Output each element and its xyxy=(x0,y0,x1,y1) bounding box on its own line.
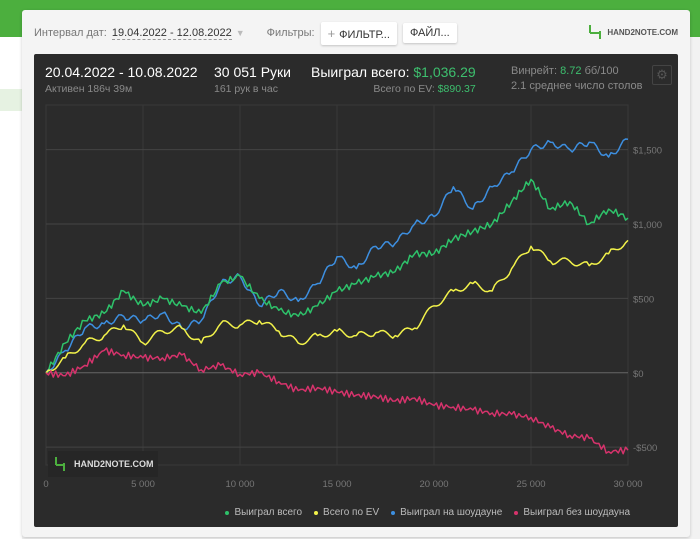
date-interval-label: Интервал дат: xyxy=(34,27,107,39)
winrate-unit: бб/100 xyxy=(584,65,619,77)
add-filter-button[interactable]: + ФИЛЬТР... xyxy=(320,21,397,45)
x-tick-label: 15 000 xyxy=(322,479,351,490)
hands-value: 30 051 Руки xyxy=(214,64,291,80)
watermark-logo: HAND2NOTE.COM xyxy=(48,451,158,477)
winrate-label: Винрейт: xyxy=(511,65,558,77)
legend-label: Всего по EV xyxy=(323,507,380,518)
x-tick-label: 20 000 xyxy=(419,479,448,490)
legend-item-showdown[interactable]: Выиграл на шоудауне xyxy=(391,507,502,518)
watermark-text: HAND2NOTE.COM xyxy=(74,459,154,469)
legend-label: Выиграл на шоудауне xyxy=(400,507,503,518)
period-value: 20.04.2022 - 10.08.2022 xyxy=(45,64,198,80)
hand2note-logo-icon xyxy=(589,25,602,39)
y-tick-label: $1,000 xyxy=(633,220,662,231)
hands-stat: 30 051 Руки 161 рук в час xyxy=(214,64,291,95)
legend-label: Выиграл всего xyxy=(234,507,303,518)
y-tick-label: $0 xyxy=(633,369,644,380)
chart-legend: Выиграл всего Всего по EV Выиграл на шоу… xyxy=(213,507,630,518)
legend-dot xyxy=(391,510,396,515)
brand-logo-text: HAND2NOTE.COM xyxy=(607,27,678,37)
settings-gear-icon[interactable]: ⚙ xyxy=(652,65,672,85)
brand-logo[interactable]: HAND2NOTE.COM xyxy=(588,24,678,40)
period-stat: 20.04.2022 - 10.08.2022 Активен 186ч 39м xyxy=(45,64,198,95)
avg-tables: 2.1 среднее число столов xyxy=(511,80,643,92)
graph-panel: 20.04.2022 - 10.08.2022 Активен 186ч 39м… xyxy=(34,54,678,527)
ev-value: $890.37 xyxy=(437,83,476,95)
file-button[interactable]: ФАЙЛ... xyxy=(402,23,457,43)
won-label: Выиграл всего: xyxy=(311,64,410,80)
x-tick-label: 10 000 xyxy=(225,479,254,490)
ev-label: Всего по EV: xyxy=(373,83,435,95)
add-filter-label: ФИЛЬТР... xyxy=(339,28,390,41)
side-background xyxy=(0,37,22,539)
toolbar: Интервал дат: 19.04.2022 - 12.08.2022 ▼ … xyxy=(34,21,678,45)
won-stat: Выиграл всего: $1,036.29 Всего по EV: $8… xyxy=(311,64,476,95)
hand2note-logo-icon xyxy=(55,457,65,471)
active-time: Активен 186ч 39м xyxy=(45,83,133,95)
filters-label: Фильтры: xyxy=(266,27,315,39)
series-line-0 xyxy=(45,178,629,374)
y-tick-label: -$500 xyxy=(633,443,657,454)
legend-dot xyxy=(314,510,319,515)
won-value: $1,036.29 xyxy=(413,64,476,80)
winrate-value: 8.72 xyxy=(560,65,582,77)
series-line-3 xyxy=(45,347,629,455)
chevron-down-icon[interactable]: ▼ xyxy=(235,28,245,38)
x-tick-label: 30 000 xyxy=(613,479,642,490)
line-chart: 0 5 000 10 000 15 000 20 000 25 000 30 000 -$50… xyxy=(43,104,662,490)
series-line-2 xyxy=(45,138,629,374)
graph-card: Интервал дат: 19.04.2022 - 12.08.2022 ▼ … xyxy=(22,10,690,537)
legend-item-ev[interactable]: Всего по EV xyxy=(314,507,379,518)
x-tick-label: 5 000 xyxy=(131,479,155,490)
date-range-select[interactable]: 19.04.2022 - 12.08.2022 xyxy=(111,26,232,40)
legend-dot xyxy=(514,510,519,515)
x-tick-label: 0 xyxy=(43,479,48,490)
series-line-1 xyxy=(45,239,629,374)
legend-item-total[interactable]: Выиграл всего xyxy=(225,507,302,518)
x-tick-label: 25 000 xyxy=(516,479,545,490)
legend-label: Выиграл без шоудауна xyxy=(523,507,630,518)
legend-item-non-showdown[interactable]: Выиграл без шоудауна xyxy=(514,507,630,518)
hands-per-hour: 161 рук в час xyxy=(214,83,278,95)
winrate-stat: Винрейт: 8.72 бб/100 2.1 среднее число с… xyxy=(511,65,643,92)
y-tick-label: $500 xyxy=(633,294,654,305)
y-tick-label: $1,500 xyxy=(633,146,662,157)
legend-dot xyxy=(225,510,230,515)
side-highlight xyxy=(0,89,22,111)
plus-icon: + xyxy=(327,25,336,41)
